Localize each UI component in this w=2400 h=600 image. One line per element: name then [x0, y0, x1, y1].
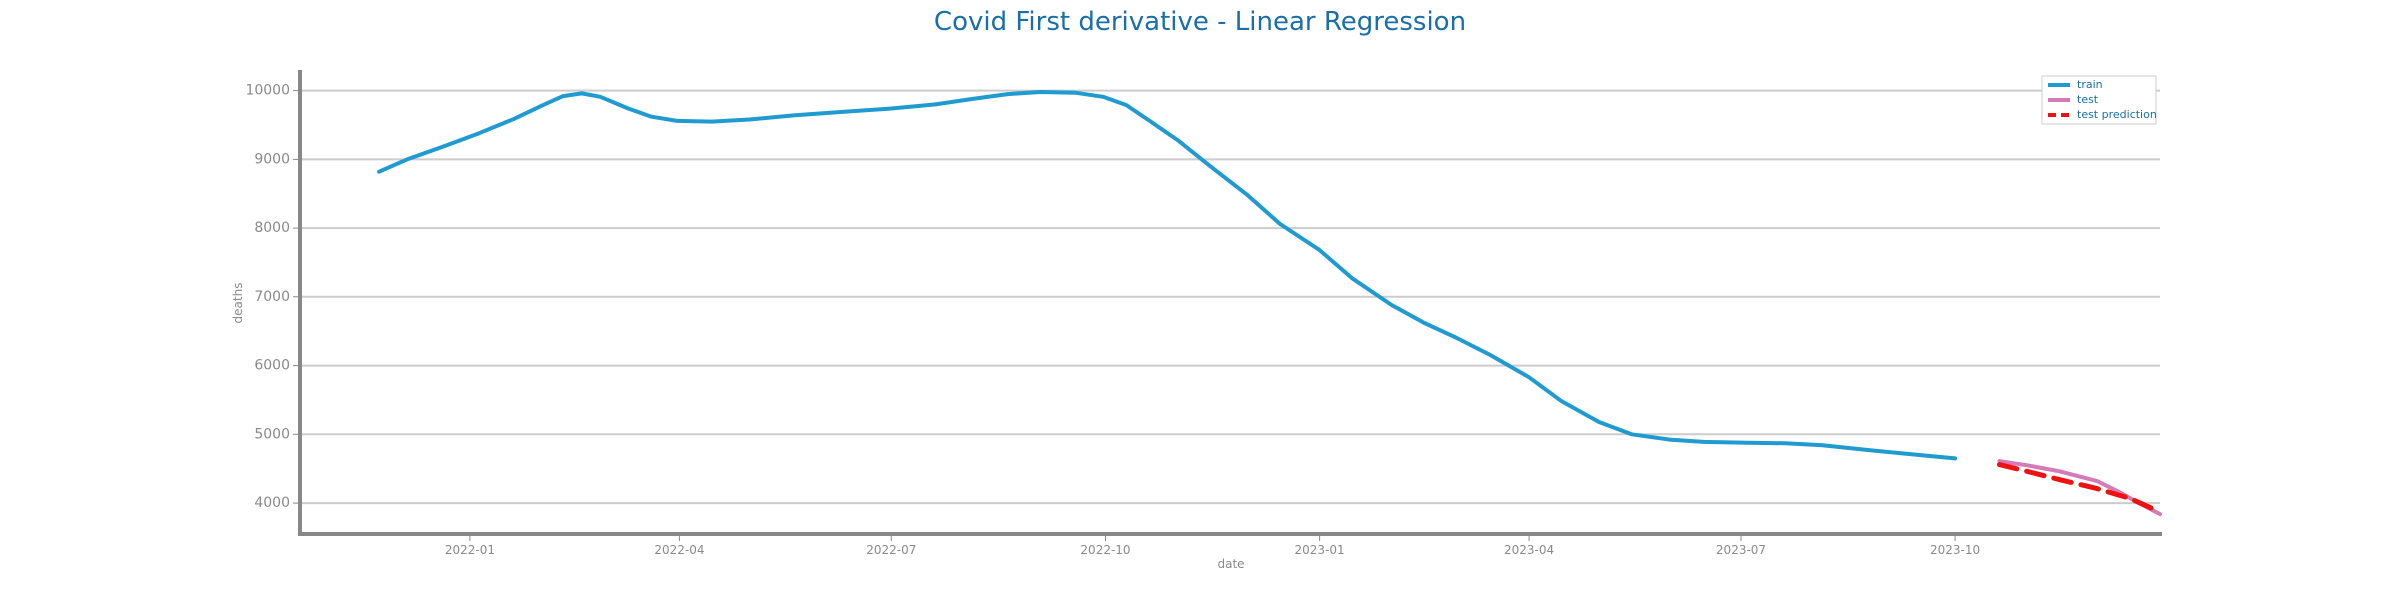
x-tick-label: 2022-01 — [445, 543, 495, 557]
series-line-test — [1997, 459, 2162, 517]
y-tick-label: 8000 — [254, 220, 290, 236]
x-tick-label: 2023-10 — [1930, 543, 1980, 557]
x-tick-label: 2023-07 — [1716, 543, 1766, 557]
y-tick-label: 5000 — [254, 426, 290, 442]
y-axis-title: deaths — [231, 283, 245, 324]
y-tick-label: 4000 — [254, 495, 290, 511]
chart-title: Covid First derivative - Linear Regressi… — [934, 7, 1466, 37]
x-tick-label: 2023-01 — [1295, 543, 1345, 557]
series-line-train — [377, 90, 1958, 461]
y-tick-label: 9000 — [254, 151, 290, 167]
y-tick-label: 10000 — [245, 83, 290, 99]
x-tick-label: 2022-04 — [654, 543, 704, 557]
legend-label: train — [2077, 78, 2103, 91]
x-tick-label: 2023-04 — [1504, 543, 1554, 557]
y-axis-ticks: 4000 5000 6000 7000 8000 9000 10000 — [245, 83, 300, 511]
x-axis-ticks: 2022-01 2022-04 2022-07 2022-10 2023-01 2023-… — [445, 534, 1980, 557]
series-lines — [377, 90, 2163, 517]
legend-label: test prediction — [2077, 108, 2157, 121]
legend-label: test — [2077, 93, 2099, 106]
series-line-test-prediction — [1996, 462, 2163, 515]
x-tick-label: 2022-07 — [866, 543, 916, 557]
legend: train test test prediction — [2041, 75, 2157, 125]
x-axis-title: date — [1217, 557, 1244, 571]
x-tick-label: 2022-10 — [1080, 543, 1130, 557]
gridlines — [300, 89, 2160, 505]
y-tick-label: 7000 — [254, 289, 290, 305]
y-tick-label: 6000 — [254, 358, 290, 374]
